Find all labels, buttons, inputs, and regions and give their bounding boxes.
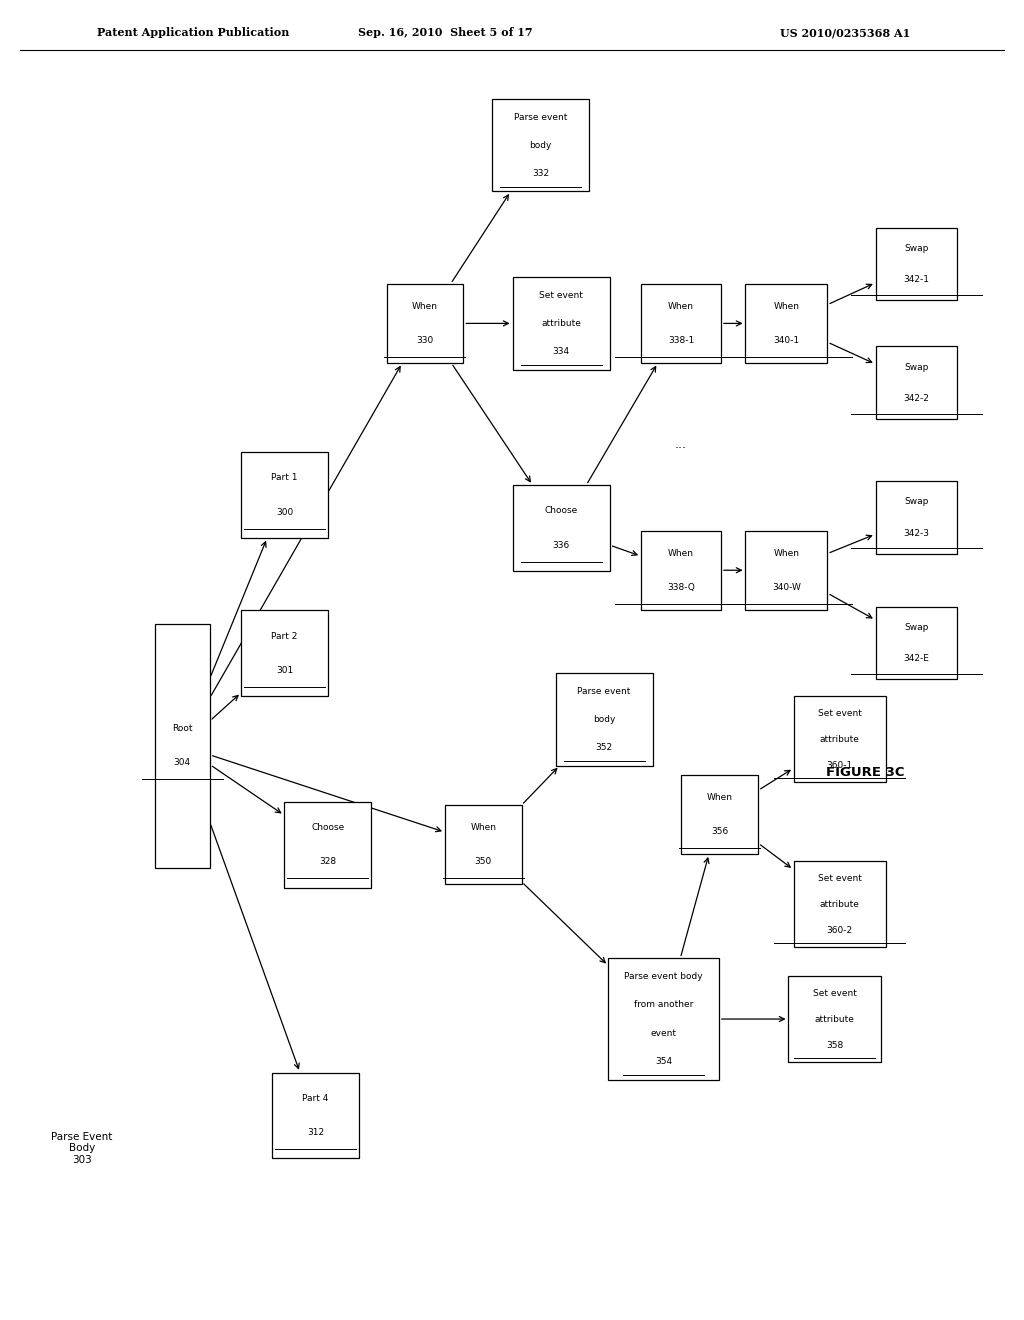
Text: 342-2: 342-2 <box>903 395 930 403</box>
Text: 342-1: 342-1 <box>903 276 930 284</box>
Bar <box>444 805 521 884</box>
Text: Choose: Choose <box>311 824 344 832</box>
Bar <box>876 227 957 300</box>
Text: Part 2: Part 2 <box>271 632 298 640</box>
Text: US 2010/0235368 A1: US 2010/0235368 A1 <box>779 28 910 38</box>
Text: attribute: attribute <box>542 319 581 327</box>
Text: 312: 312 <box>307 1129 324 1137</box>
Text: When: When <box>773 302 800 310</box>
Bar <box>272 1072 359 1159</box>
Bar <box>242 610 328 697</box>
Text: Set event: Set event <box>813 989 856 998</box>
Bar <box>794 697 886 781</box>
Text: 342-E: 342-E <box>903 655 930 663</box>
Text: Parse Event
Body
303: Parse Event Body 303 <box>51 1131 113 1166</box>
Bar <box>876 480 957 554</box>
Text: 330: 330 <box>417 337 433 345</box>
Text: Swap: Swap <box>904 498 929 506</box>
Text: 340-1: 340-1 <box>773 337 800 345</box>
Text: Parse event: Parse event <box>578 686 631 696</box>
Bar <box>876 346 957 420</box>
Bar <box>641 284 721 363</box>
Text: attribute: attribute <box>820 900 859 908</box>
Text: 354: 354 <box>655 1057 672 1067</box>
Bar <box>513 484 610 570</box>
Text: Set event: Set event <box>818 874 861 883</box>
Bar <box>387 284 463 363</box>
Bar <box>493 99 590 191</box>
Bar <box>155 623 210 869</box>
Text: When: When <box>668 549 694 557</box>
Bar <box>788 977 881 1061</box>
Text: FIGURE 3C: FIGURE 3C <box>826 766 904 779</box>
Text: Swap: Swap <box>904 363 929 371</box>
Bar <box>745 284 827 363</box>
Text: 301: 301 <box>276 667 293 675</box>
Text: 342-3: 342-3 <box>903 529 930 537</box>
Bar <box>682 775 758 854</box>
Text: When: When <box>707 793 733 801</box>
Text: event: event <box>650 1028 677 1038</box>
Bar <box>285 801 372 887</box>
Text: 334: 334 <box>553 347 569 356</box>
Text: 358: 358 <box>826 1040 843 1049</box>
Text: 360-2: 360-2 <box>826 925 853 935</box>
Text: Patent Application Publication: Patent Application Publication <box>97 28 290 38</box>
Text: Part 1: Part 1 <box>271 474 298 482</box>
Text: Swap: Swap <box>904 244 929 252</box>
Text: from another: from another <box>634 1001 693 1010</box>
Bar <box>745 531 827 610</box>
Text: Part 4: Part 4 <box>302 1094 329 1102</box>
Text: body: body <box>593 715 615 723</box>
Bar <box>555 673 653 766</box>
Text: Set event: Set event <box>540 290 583 300</box>
Text: When: When <box>412 302 438 310</box>
Text: 338-Q: 338-Q <box>667 583 695 591</box>
Bar <box>794 862 886 948</box>
Text: attribute: attribute <box>820 735 859 743</box>
Text: When: When <box>773 549 800 557</box>
Text: When: When <box>668 302 694 310</box>
Text: 304: 304 <box>174 759 190 767</box>
Text: Parse event body: Parse event body <box>625 972 702 981</box>
Text: Swap: Swap <box>904 623 929 631</box>
Text: attribute: attribute <box>815 1015 854 1023</box>
Text: 356: 356 <box>712 828 728 836</box>
Bar <box>242 451 328 539</box>
Text: 350: 350 <box>475 858 492 866</box>
Text: 338-1: 338-1 <box>668 337 694 345</box>
Text: ...: ... <box>675 438 687 451</box>
Text: 332: 332 <box>532 169 549 178</box>
Text: 360-1: 360-1 <box>826 760 853 770</box>
Bar <box>513 277 610 370</box>
Text: Root: Root <box>172 725 193 733</box>
Text: 340-W: 340-W <box>772 583 801 591</box>
Text: 300: 300 <box>276 508 293 516</box>
Bar <box>876 607 957 678</box>
Bar <box>608 958 719 1080</box>
Text: 352: 352 <box>596 743 612 752</box>
Text: body: body <box>529 141 552 149</box>
Text: Choose: Choose <box>545 507 578 515</box>
Text: Sep. 16, 2010  Sheet 5 of 17: Sep. 16, 2010 Sheet 5 of 17 <box>358 28 532 38</box>
Bar <box>641 531 721 610</box>
Text: 328: 328 <box>319 858 336 866</box>
Text: When: When <box>470 824 497 832</box>
Text: Parse event: Parse event <box>514 112 567 121</box>
Text: Set event: Set event <box>818 709 861 718</box>
Text: 336: 336 <box>553 541 569 549</box>
